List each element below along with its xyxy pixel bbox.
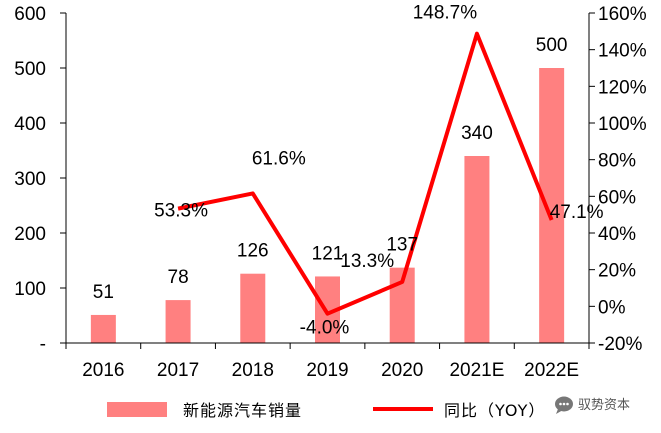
- bar-2018: [240, 273, 266, 343]
- bar-label-2020: 137: [386, 235, 418, 256]
- bar-2021E: [464, 156, 490, 343]
- right-tick-label: 80%: [598, 151, 636, 172]
- right-tick-label: 100%: [598, 114, 647, 135]
- left-tick-label: 200: [14, 224, 46, 245]
- right-axis-ticks: 160% 140% 120% 100% 80% 60% 40% 20% 0% -20%: [589, 4, 647, 355]
- bar-label-2021E: 340: [461, 123, 493, 144]
- left-tick-label: 300: [14, 169, 46, 190]
- right-tick-label: 120%: [598, 77, 647, 98]
- chat-bubble-icon: [555, 396, 573, 414]
- watermark-text: 驭势资本: [578, 397, 630, 413]
- bar-label-2017: 78: [168, 267, 189, 288]
- x-tick-label: 2020: [381, 360, 423, 381]
- bar-label-2022E: 500: [536, 35, 568, 56]
- yoy-line: [177, 31, 554, 316]
- right-tick-label: 20%: [598, 261, 636, 282]
- yoy-line-series: [177, 31, 554, 316]
- line-label-2019: -4.0%: [300, 318, 350, 339]
- right-tick-label: 40%: [598, 224, 636, 245]
- watermark: 驭势资本: [555, 396, 630, 414]
- bar-2017: [165, 300, 191, 343]
- right-tick-label: 160%: [598, 4, 647, 25]
- line-label-2022E: 47.1%: [550, 202, 604, 223]
- left-tick-label: -: [40, 334, 46, 355]
- x-tick-label: 2021E: [449, 360, 504, 381]
- right-tick-label: 60%: [598, 187, 636, 208]
- left-axis-ticks: 600 500 400 300 200 100 -: [14, 4, 66, 355]
- line-label-2021E: 148.7%: [413, 3, 478, 24]
- bar-2022E: [539, 68, 565, 343]
- left-tick-label: 500: [14, 59, 46, 80]
- bar-data-labels: 51 78 126 121 137 340 500: [93, 35, 568, 303]
- bar-2016: [90, 314, 116, 343]
- legend-bar-swatch: [107, 402, 167, 417]
- x-tick-label: 2019: [306, 360, 348, 381]
- line-label-2018: 61.6%: [252, 148, 306, 169]
- bar-label-2016: 51: [93, 282, 114, 303]
- right-tick-label: -20%: [598, 334, 642, 355]
- line-data-labels: 53.3% 61.6% -4.0% 13.3% 148.7% 47.1%: [154, 3, 604, 339]
- bar-label-2019: 121: [312, 243, 344, 264]
- x-tick-label: 2018: [232, 360, 274, 381]
- left-tick-label: 600: [14, 4, 46, 25]
- right-tick-label: 0%: [598, 297, 626, 318]
- x-tick-label: 2017: [157, 360, 199, 381]
- x-tick-label: 2016: [82, 360, 124, 381]
- legend-line-label: 同比（YOY）: [444, 401, 545, 420]
- right-tick-label: 140%: [598, 41, 647, 62]
- left-tick-label: 400: [14, 114, 46, 135]
- bar-label-2018: 126: [237, 241, 269, 262]
- x-tick-label: 2022E: [524, 360, 579, 381]
- legend-bar-label: 新能源汽车销量: [183, 401, 302, 420]
- left-tick-label: 100: [14, 279, 46, 300]
- line-label-2020: 13.3%: [340, 251, 394, 272]
- x-axis-ticks: 2016 2017 2018 2019 2020 2021E 2022E: [65, 343, 590, 381]
- line-label-2017: 53.3%: [154, 201, 208, 222]
- legend: 新能源汽车销量 同比（YOY）: [107, 401, 545, 420]
